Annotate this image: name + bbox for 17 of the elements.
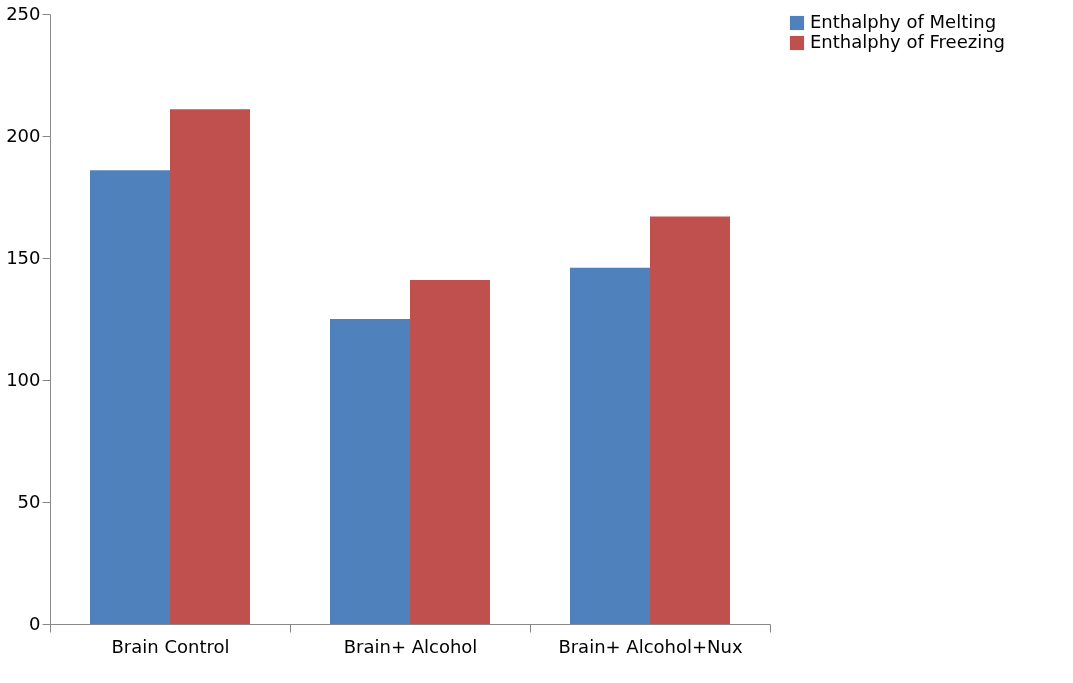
bar xyxy=(170,109,250,624)
bar xyxy=(330,319,410,624)
x-tick-label: Brain+ Alcohol xyxy=(343,635,478,657)
bar xyxy=(90,170,170,624)
y-tick-label: 150 xyxy=(6,246,41,268)
y-tick-label: 200 xyxy=(6,124,41,146)
y-tick-label: 100 xyxy=(6,368,41,390)
bar xyxy=(410,279,490,624)
y-tick-label: 50 xyxy=(17,490,41,512)
legend-label: Enthalphy of Freezing xyxy=(810,31,1006,52)
y-tick-label: 250 xyxy=(6,2,41,24)
y-tick-label: 0 xyxy=(29,612,41,634)
x-tick-label: Brain+ Alcohol+Nux xyxy=(558,635,743,657)
bar xyxy=(570,267,650,624)
x-tick-label: Brain Control xyxy=(111,635,230,657)
bar xyxy=(650,216,730,624)
legend-label: Enthalphy of Melting xyxy=(810,11,997,32)
